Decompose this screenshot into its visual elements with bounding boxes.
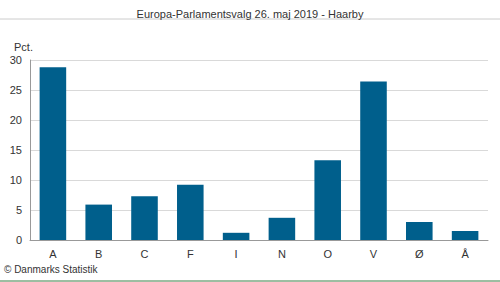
svg-text:A: A <box>49 248 57 260</box>
svg-text:I: I <box>235 248 238 260</box>
svg-text:Pct.: Pct. <box>14 41 33 53</box>
svg-text:F: F <box>187 248 194 260</box>
svg-text:Å: Å <box>461 248 469 260</box>
svg-text:20: 20 <box>10 114 22 126</box>
svg-text:5: 5 <box>16 204 22 216</box>
svg-text:B: B <box>95 248 102 260</box>
svg-text:V: V <box>370 248 378 260</box>
svg-text:N: N <box>278 248 286 260</box>
svg-text:C: C <box>141 248 149 260</box>
svg-text:O: O <box>323 248 332 260</box>
svg-text:Europa-Parlamentsvalg 26. maj: Europa-Parlamentsvalg 26. maj 2019 - Haa… <box>137 8 364 20</box>
svg-text:15: 15 <box>10 144 22 156</box>
svg-text:30: 30 <box>10 54 22 66</box>
svg-text:10: 10 <box>10 174 22 186</box>
svg-text:© Danmarks Statistik: © Danmarks Statistik <box>4 264 99 275</box>
svg-text:25: 25 <box>10 84 22 96</box>
svg-text:0: 0 <box>16 234 22 246</box>
svg-text:Ø: Ø <box>415 248 424 260</box>
